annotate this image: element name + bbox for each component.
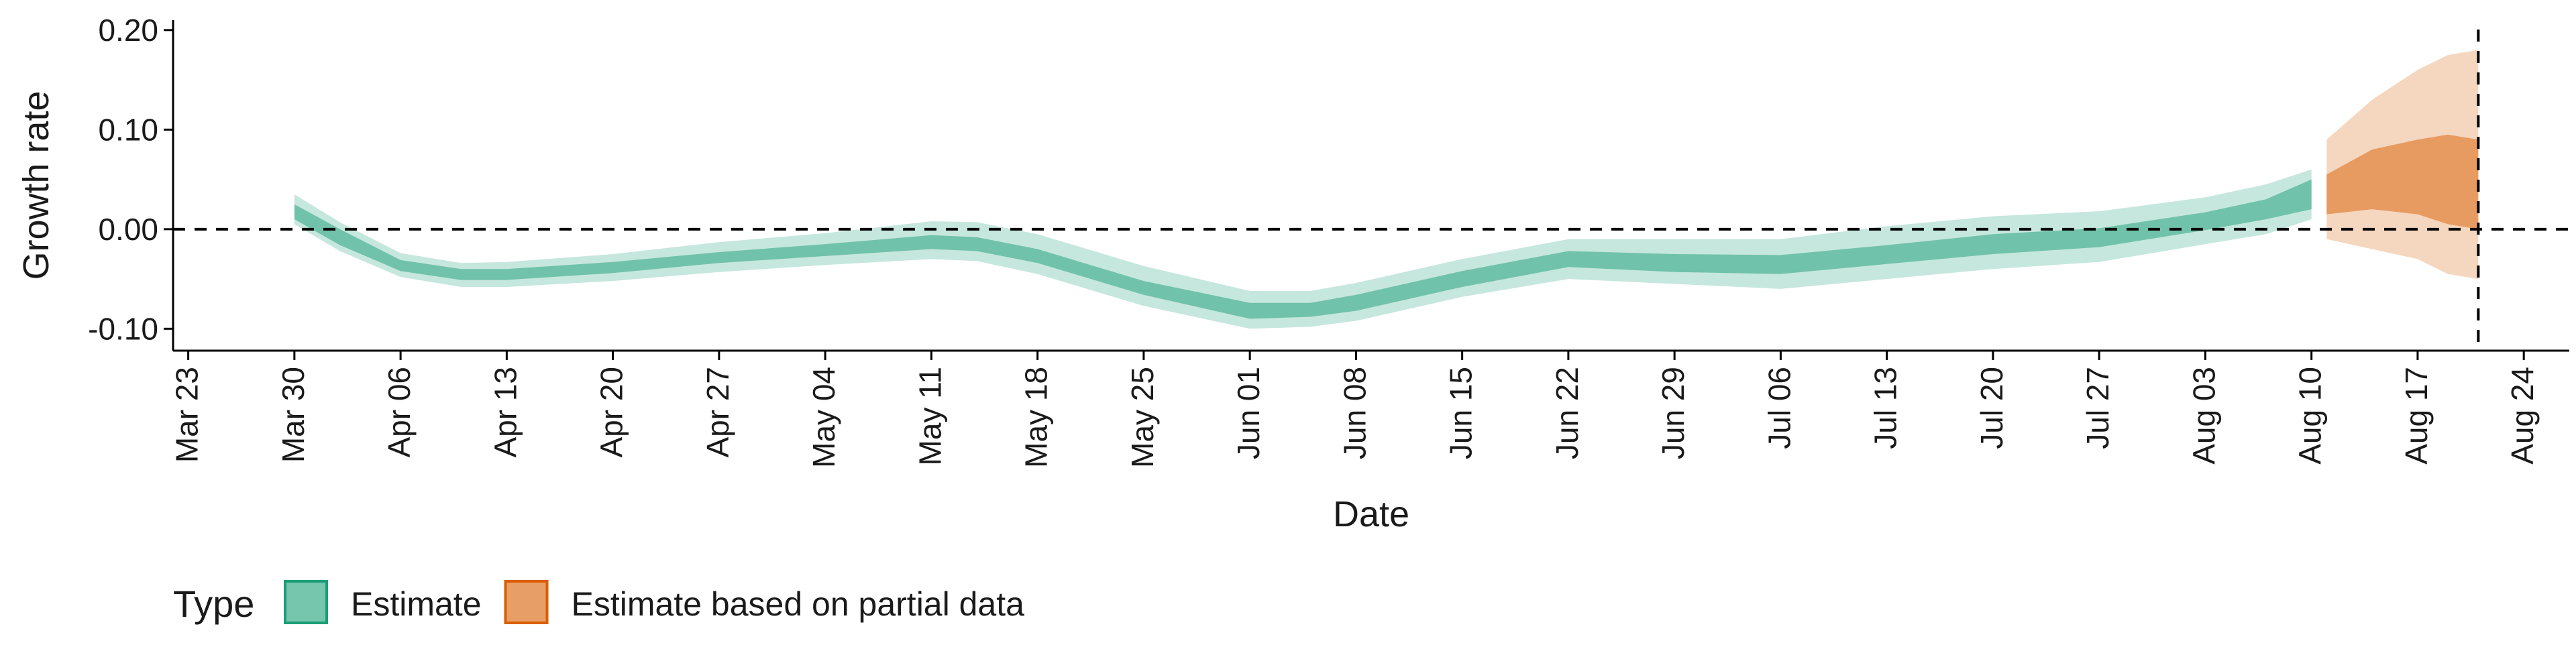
x-tick-label: Mar 23: [170, 367, 205, 463]
x-tick-label: Aug 24: [2505, 367, 2540, 465]
legend-title: Type: [173, 583, 254, 625]
x-tick-label: Jun 08: [1337, 367, 1372, 459]
legend: Type Estimate Estimate based on partial da…: [173, 580, 1025, 625]
legend-label-estimate: Estimate: [351, 585, 482, 623]
estimate-based-on-partial-data-inner-band: [2326, 134, 2479, 229]
x-tick-label: May 11: [912, 367, 947, 465]
x-tick-label: Apr 27: [700, 367, 735, 458]
x-tick-label: Aug 10: [2293, 367, 2328, 465]
reference-lines: [173, 30, 2569, 351]
legend-swatch-estimate: [284, 580, 328, 624]
x-tick-label: Apr 20: [594, 367, 629, 458]
x-tick-label: Jul 20: [1974, 367, 2009, 449]
x-tick-label: Jul 06: [1762, 367, 1796, 449]
x-tick-label: May 04: [806, 367, 841, 468]
x-tick-label: Jul 13: [1868, 367, 1903, 449]
x-tick-label: Jun 01: [1231, 367, 1266, 459]
y-tick-label: -0.10: [88, 311, 158, 346]
x-tick-label: May 18: [1019, 367, 1054, 468]
x-tick-label: Jun 29: [1656, 367, 1690, 459]
y-axis-title: Growth rate: [16, 91, 56, 280]
x-tick-label: Jul 27: [2080, 367, 2115, 449]
x-tick-label: Mar 30: [276, 367, 311, 463]
x-tick-label: Jun 15: [1444, 367, 1479, 459]
x-axis-title: Date: [1333, 494, 1409, 534]
y-tick-label: 0.10: [98, 112, 158, 147]
estimate-inner-band: [294, 179, 2312, 319]
x-tick-label: May 25: [1125, 367, 1160, 468]
y-tick-label: 0.20: [98, 13, 158, 48]
legend-label-estimate-based-on-partial-data: Estimate based on partial data: [572, 585, 1025, 623]
x-tick-label: Jun 22: [1550, 367, 1585, 459]
x-tick-label: Aug 17: [2399, 367, 2434, 465]
x-tick-label: Apr 06: [382, 367, 417, 458]
x-tick-label: Aug 03: [2186, 367, 2221, 465]
x-tick-label: Apr 13: [488, 367, 523, 458]
axes: 0.20 0.10 0.00 -0.10 Mar 23 Mar 30 Apr 06 Apr 1…: [16, 13, 2569, 534]
estimate-bands: [294, 50, 2479, 329]
y-tick-label: 0.00: [98, 212, 158, 247]
legend-swatch-estimate-based-on-partial-data: [504, 580, 549, 624]
